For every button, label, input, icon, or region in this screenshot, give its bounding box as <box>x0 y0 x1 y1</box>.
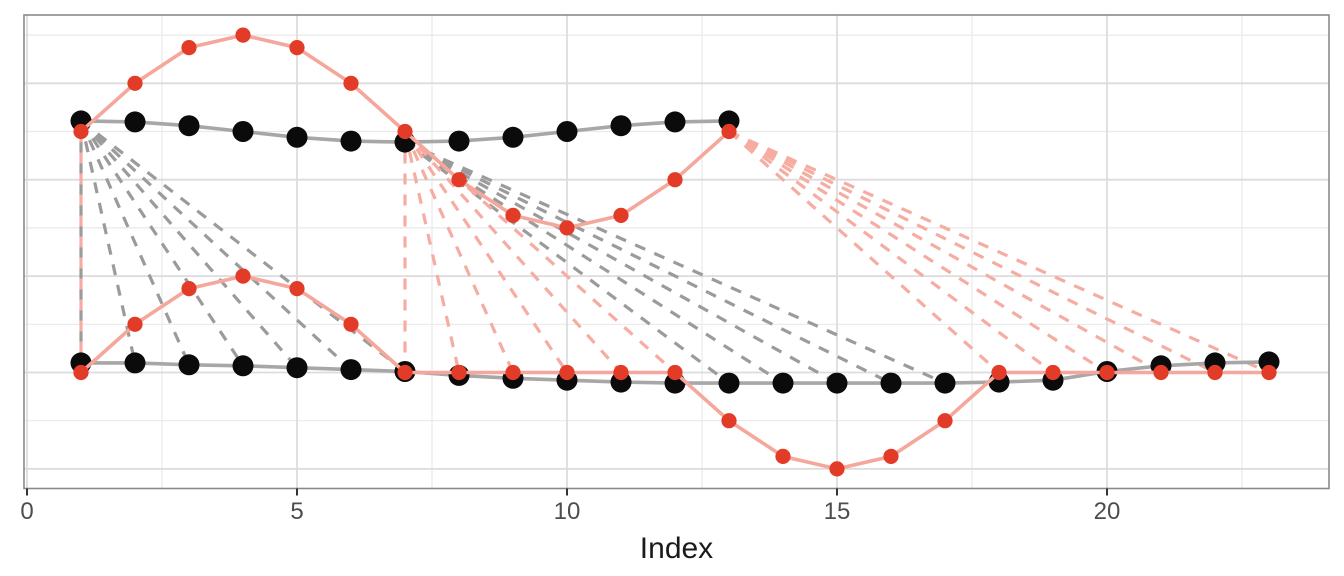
data-point-bottom-black <box>232 355 254 377</box>
data-point-top-black <box>556 121 578 142</box>
data-point-bottom-red <box>883 448 899 464</box>
data-point-bottom-red <box>289 281 305 297</box>
data-point-bottom-black <box>880 372 902 394</box>
data-point-top-red <box>559 220 575 236</box>
data-point-top-red <box>73 123 89 140</box>
match-line-red <box>403 130 515 374</box>
data-point-top-red <box>667 172 683 188</box>
data-point-bottom-black <box>340 359 362 381</box>
x-axis-label: Index <box>640 532 713 565</box>
data-point-bottom-red <box>829 461 845 477</box>
data-point-bottom-red <box>991 364 1007 381</box>
data-point-bottom-black <box>826 372 848 394</box>
data-point-top-black <box>178 115 200 137</box>
data-point-bottom-red <box>505 364 521 381</box>
data-point-top-black <box>664 111 686 133</box>
data-point-bottom-red <box>613 364 629 381</box>
match-line-black <box>79 120 191 366</box>
data-point-top-red <box>343 75 359 91</box>
x-tick-label: 10 <box>554 498 581 525</box>
match-line-red <box>728 130 1216 374</box>
data-point-bottom-red <box>721 413 737 429</box>
x-tick-label: 20 <box>1094 498 1121 525</box>
panel-background <box>24 15 1329 489</box>
data-point-bottom-red <box>73 364 89 381</box>
data-point-top-black <box>610 115 632 137</box>
data-point-bottom-red <box>451 364 467 381</box>
data-point-top-black <box>448 130 470 152</box>
x-tick-label: 15 <box>824 498 851 525</box>
data-point-bottom-red <box>775 448 791 464</box>
data-point-top-red <box>289 40 305 56</box>
data-point-top-black <box>124 111 146 133</box>
data-point-top-black <box>502 126 524 148</box>
match-line-red <box>403 130 677 374</box>
panel-border <box>23 14 1330 490</box>
data-point-bottom-red <box>1045 364 1061 381</box>
match-line-black <box>79 119 299 369</box>
data-point-top-red <box>181 40 197 56</box>
x-tick-label: 5 <box>290 498 303 525</box>
data-point-bottom-red <box>181 281 197 297</box>
data-point-top-black <box>232 121 254 142</box>
data-point-top-red <box>721 123 737 140</box>
data-point-bottom-red <box>1207 364 1223 381</box>
match-line-red <box>728 130 1270 374</box>
data-point-bottom-black <box>772 372 794 394</box>
match-line-black <box>404 140 892 385</box>
data-point-bottom-red <box>235 268 251 284</box>
data-point-top-black <box>340 130 362 152</box>
data-point-bottom-red <box>343 316 359 332</box>
match-line-red <box>727 130 1001 374</box>
data-point-top-red <box>505 207 521 223</box>
data-point-bottom-black <box>286 357 308 379</box>
x-tick-label: 0 <box>20 498 33 525</box>
data-point-top-red <box>127 75 143 91</box>
data-point-bottom-red <box>559 364 575 381</box>
data-point-bottom-black <box>124 352 146 374</box>
match-line-black <box>404 140 946 385</box>
match-line-red <box>728 130 1054 374</box>
data-point-bottom-red <box>937 413 953 429</box>
data-point-bottom-red <box>127 316 143 332</box>
match-line-black <box>79 120 245 367</box>
match-line-red <box>403 130 569 374</box>
data-point-bottom-red <box>1261 364 1277 381</box>
data-point-bottom-red <box>397 364 413 381</box>
data-point-top-red <box>397 123 413 140</box>
data-point-top-red <box>613 207 629 223</box>
data-point-bottom-black <box>178 354 200 376</box>
data-point-top-black <box>286 126 308 148</box>
data-point-bottom-red <box>1153 364 1169 381</box>
data-point-top-red <box>451 172 467 188</box>
data-point-bottom-red <box>1099 364 1115 381</box>
data-point-bottom-red <box>667 364 683 381</box>
data-point-bottom-black <box>718 372 740 394</box>
data-point-top-red <box>235 27 251 43</box>
data-point-bottom-black <box>934 372 956 394</box>
